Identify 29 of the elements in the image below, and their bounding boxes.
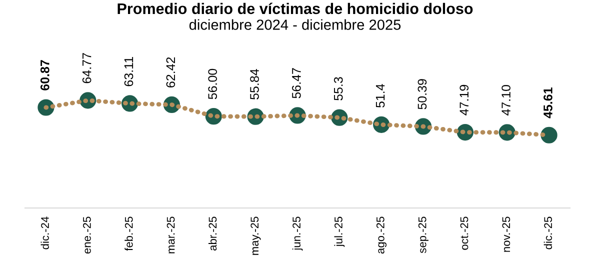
x-tick-label: nov.-25: [502, 216, 510, 252]
x-tick-label: jun.-25: [292, 216, 303, 251]
data-label: 50.39: [418, 79, 427, 110]
data-label: 56.00: [208, 68, 218, 100]
x-tick-label: sep.-25: [418, 216, 428, 254]
data-label: 47.10: [502, 84, 510, 116]
x-tick-label: dic.-24: [40, 216, 49, 250]
data-label: 64.77: [82, 53, 92, 84]
x-tick-label: feb.-25: [124, 216, 133, 251]
data-label: 55.3: [334, 77, 343, 100]
chart-subtitle: diciembre 2024 - diciembre 2025: [189, 19, 401, 30]
x-tick-label: oct.-25: [460, 216, 468, 250]
x-tick-label: dic.-25: [544, 216, 552, 250]
chart-title: Promedio diario de víctimas de homicidio doloso: [118, 2, 473, 14]
x-tick-label: may.-25: [250, 216, 261, 255]
x-tick-label: ene.-25: [83, 216, 91, 254]
point: [540, 126, 558, 144]
x-tick-label: jul.-25: [334, 216, 345, 247]
x-tick-label: abr.-25: [208, 216, 217, 250]
data-label: 45.61: [544, 88, 552, 118]
data-label: 62.42: [166, 57, 176, 88]
x-tick-label: ago.-25: [376, 216, 387, 254]
data-label: 56.47: [292, 68, 301, 98]
data-label: 51.4: [376, 84, 385, 108]
data-label: 55.84: [250, 69, 259, 100]
x-tick-label: mar.-25: [166, 216, 175, 254]
data-label: 47.19: [460, 84, 469, 116]
data-label: 63.11: [124, 57, 134, 86]
data-label: 60.87: [40, 60, 50, 90]
